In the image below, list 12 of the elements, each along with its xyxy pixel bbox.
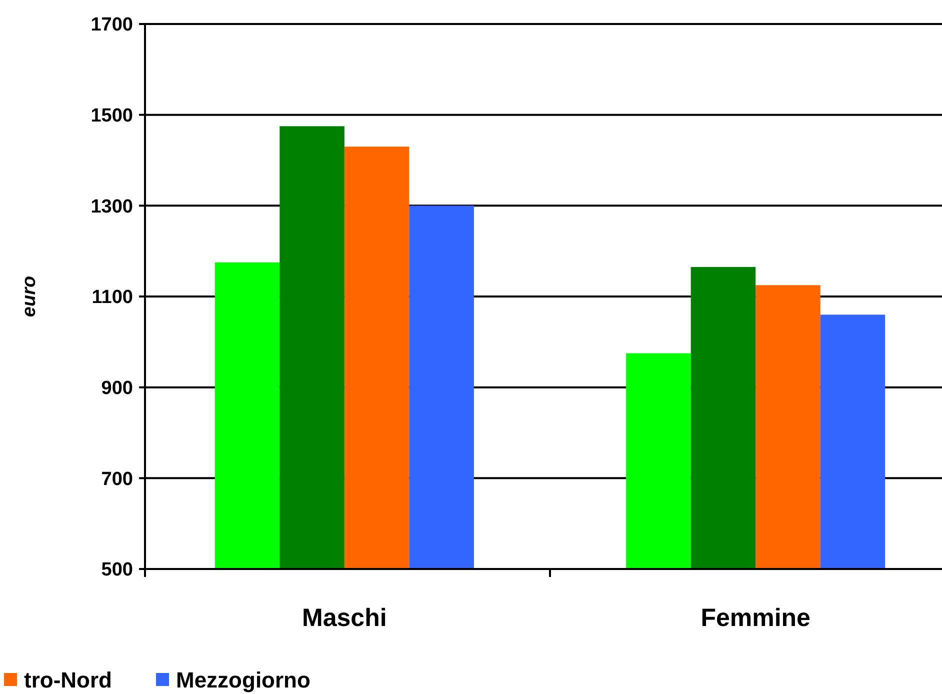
y-tick-label: 1500 [90, 105, 133, 126]
y-tick-label: 900 [101, 378, 133, 399]
y-tick-label: 1700 [90, 14, 133, 36]
legend-label: Mezzogiorno [176, 668, 310, 693]
y-tick-label: 700 [101, 468, 133, 490]
y-tick-label: 1100 [92, 287, 133, 308]
x-tick-label: Femmine [700, 604, 811, 632]
legend-label: tro-Nord [24, 668, 112, 693]
y-tick-label: 500 [101, 560, 133, 581]
y-tick-label: 1300 [90, 196, 133, 218]
x-tick-label: Maschi [302, 604, 387, 632]
y-axis-title: euro [19, 276, 40, 318]
